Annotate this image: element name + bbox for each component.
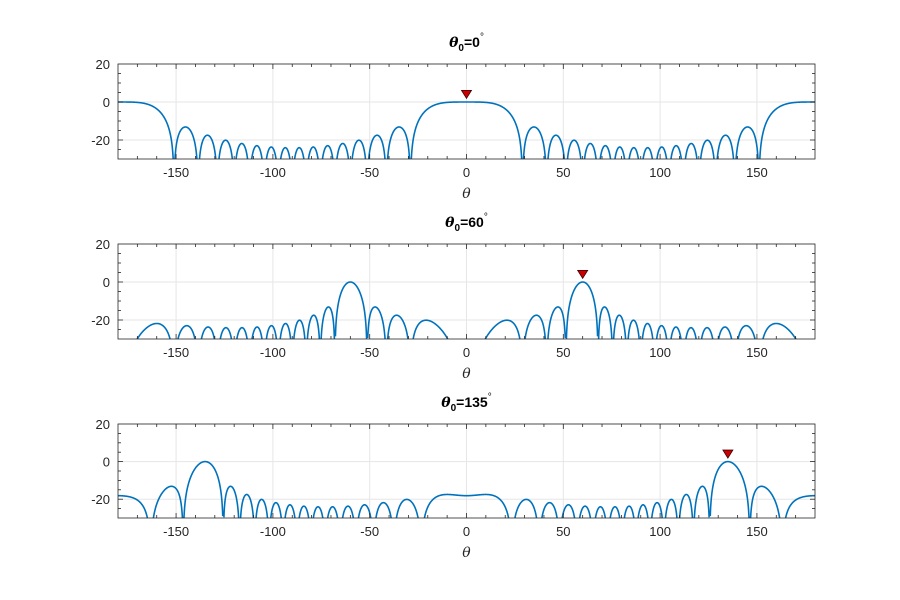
x-tick-label: -50 (360, 345, 379, 360)
x-tick-label: -50 (360, 165, 379, 180)
x-axis-label: θ (462, 186, 471, 202)
x-axis-label: θ (462, 366, 471, 382)
title-subscript: 0 (458, 43, 464, 54)
x-tick-label: -100 (260, 524, 286, 539)
x-tick-label: 50 (556, 165, 570, 180)
pattern-line (136, 281, 797, 339)
pattern-line (118, 101, 815, 159)
y-tick-label: 0 (103, 275, 110, 290)
title-subscript: 0 (455, 223, 461, 234)
title-symbol: θ (449, 35, 459, 51)
y-tick-label: -20 (91, 492, 110, 507)
title-symbol: θ (441, 395, 451, 411)
chart-title: θ0=135° (441, 392, 491, 414)
steering-marker (460, 90, 473, 100)
x-tick-label: 100 (649, 165, 671, 180)
title-value: =60 (460, 214, 484, 230)
pattern-line (118, 460, 815, 518)
title-symbol: θ (445, 215, 455, 231)
y-tick-label: 20 (96, 417, 110, 432)
y-tick-label: -20 (91, 313, 110, 328)
x-tick-label: 0 (463, 345, 470, 360)
x-tick-label: -100 (260, 345, 286, 360)
x-tick-label: -50 (360, 524, 379, 539)
x-axis-label: θ (462, 545, 471, 561)
x-tick-label: -100 (260, 165, 286, 180)
steering-marker (722, 449, 734, 459)
x-tick-label: -150 (163, 524, 189, 539)
x-tick-label: 150 (746, 524, 768, 539)
y-tick-label: 0 (103, 455, 110, 470)
title-subscript: 0 (451, 403, 457, 414)
x-tick-label: 50 (556, 345, 570, 360)
title-degree: ° (484, 212, 488, 223)
x-tick-label: -150 (163, 165, 189, 180)
chart-title: θ0=0° (449, 32, 484, 54)
x-tick-label: 50 (556, 524, 570, 539)
x-tick-label: -150 (163, 345, 189, 360)
x-tick-label: 0 (463, 165, 470, 180)
x-tick-label: 100 (649, 524, 671, 539)
title-value: =0 (464, 34, 480, 50)
title-degree: ° (480, 32, 484, 43)
x-tick-label: 150 (746, 165, 768, 180)
y-tick-label: -20 (91, 133, 110, 148)
title-value: =135 (456, 394, 488, 410)
y-tick-label: 20 (96, 57, 110, 72)
x-tick-label: 0 (463, 524, 470, 539)
chart-title: θ0=60° (445, 212, 488, 234)
title-degree: ° (488, 392, 492, 403)
x-tick-label: 150 (746, 345, 768, 360)
steering-marker (576, 270, 589, 280)
x-tick-label: 100 (649, 345, 671, 360)
y-tick-label: 0 (103, 95, 110, 110)
y-tick-label: 20 (96, 237, 110, 252)
